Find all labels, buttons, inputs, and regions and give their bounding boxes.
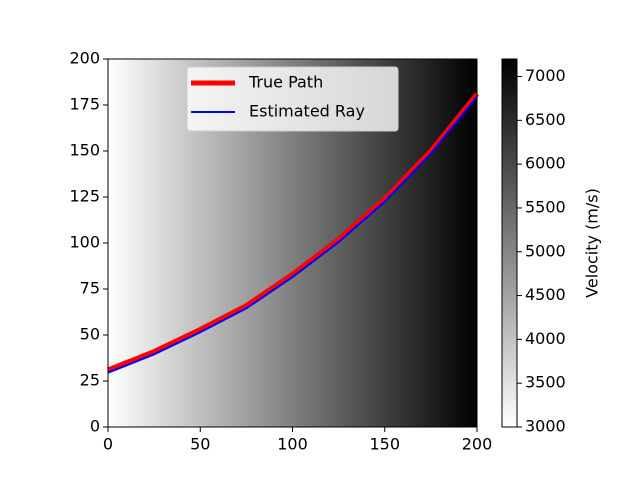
colorbar-tick-label: 6000 <box>525 154 566 173</box>
y-tick-label: 150 <box>69 141 100 160</box>
y-tick-label: 175 <box>69 95 100 114</box>
y-tick-label: 200 <box>69 49 100 68</box>
series-line <box>107 92 479 373</box>
y-tick-label: 100 <box>69 233 100 252</box>
y-tick-label: 25 <box>80 371 100 390</box>
colorbar-tick-label: 6500 <box>525 110 566 129</box>
colorbar-tick-label: 4000 <box>525 329 566 348</box>
legend-box <box>186 66 399 132</box>
x-tick-label: 100 <box>277 435 308 454</box>
colorbar-tick-label: 7000 <box>525 66 566 85</box>
series-line <box>107 96 478 374</box>
y-tick-label: 125 <box>69 187 100 206</box>
x-tick-label: 150 <box>369 435 400 454</box>
y-tick-label: 0 <box>90 417 100 436</box>
x-tick-label: 200 <box>462 435 493 454</box>
colorbar-tick-label: 5500 <box>525 197 566 216</box>
colorbar-tick-label: 3000 <box>525 417 566 436</box>
legend: True Path Estimated Ray <box>186 66 399 132</box>
x-tick-label: 0 <box>103 435 113 454</box>
colorbar-tick-label: 3500 <box>525 373 566 392</box>
legend-label: True Path <box>248 73 323 92</box>
colorbar-tick-label: 5000 <box>525 241 566 260</box>
legend-label: Estimated Ray <box>249 102 365 121</box>
colorbar-label: Velocity (m/s) <box>583 188 602 298</box>
colorbar-tick-label: 4500 <box>525 285 566 304</box>
x-tick-label: 50 <box>190 435 210 454</box>
y-tick-label: 50 <box>80 325 100 344</box>
colorbar <box>501 58 518 428</box>
y-tick-label: 75 <box>80 279 100 298</box>
